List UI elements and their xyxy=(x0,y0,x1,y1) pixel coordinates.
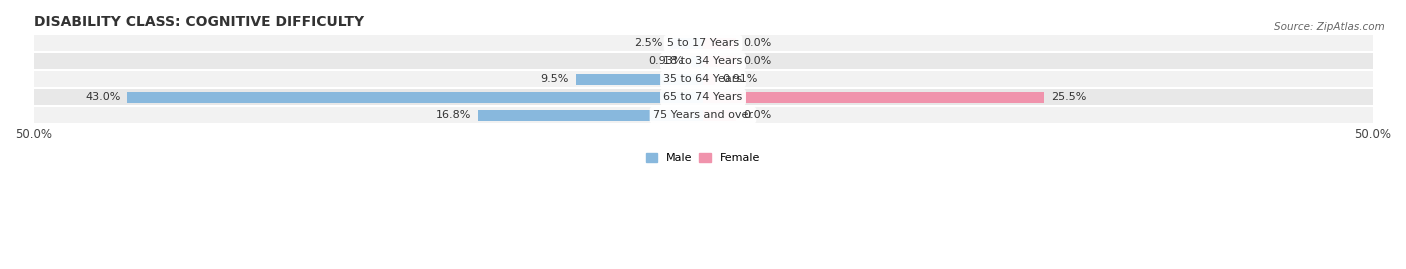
Bar xyxy=(690,56,703,67)
Bar xyxy=(703,38,737,49)
Bar xyxy=(703,56,737,67)
Text: 9.5%: 9.5% xyxy=(541,74,569,84)
Bar xyxy=(34,88,1372,106)
Text: 0.0%: 0.0% xyxy=(744,56,772,66)
Bar xyxy=(703,74,716,85)
Text: Source: ZipAtlas.com: Source: ZipAtlas.com xyxy=(1274,22,1385,31)
Bar xyxy=(127,92,703,102)
Bar xyxy=(576,74,703,85)
Text: 0.91%: 0.91% xyxy=(721,74,758,84)
Text: 0.0%: 0.0% xyxy=(744,38,772,48)
Text: 75 Years and over: 75 Years and over xyxy=(652,110,754,120)
Text: 25.5%: 25.5% xyxy=(1052,92,1087,102)
Bar xyxy=(703,110,737,121)
Bar xyxy=(478,110,703,121)
Bar xyxy=(703,92,1045,102)
Bar xyxy=(34,52,1372,70)
Text: 5 to 17 Years: 5 to 17 Years xyxy=(666,38,740,48)
Text: 0.93%: 0.93% xyxy=(648,56,683,66)
Text: 16.8%: 16.8% xyxy=(436,110,471,120)
Legend: Male, Female: Male, Female xyxy=(641,149,765,168)
Text: 43.0%: 43.0% xyxy=(86,92,121,102)
Text: DISABILITY CLASS: COGNITIVE DIFFICULTY: DISABILITY CLASS: COGNITIVE DIFFICULTY xyxy=(34,15,364,29)
Bar xyxy=(34,34,1372,52)
Bar xyxy=(669,38,703,49)
Text: 35 to 64 Years: 35 to 64 Years xyxy=(664,74,742,84)
Text: 65 to 74 Years: 65 to 74 Years xyxy=(664,92,742,102)
Bar xyxy=(34,106,1372,124)
Text: 2.5%: 2.5% xyxy=(634,38,662,48)
Text: 0.0%: 0.0% xyxy=(744,110,772,120)
Text: 18 to 34 Years: 18 to 34 Years xyxy=(664,56,742,66)
Bar xyxy=(34,70,1372,88)
